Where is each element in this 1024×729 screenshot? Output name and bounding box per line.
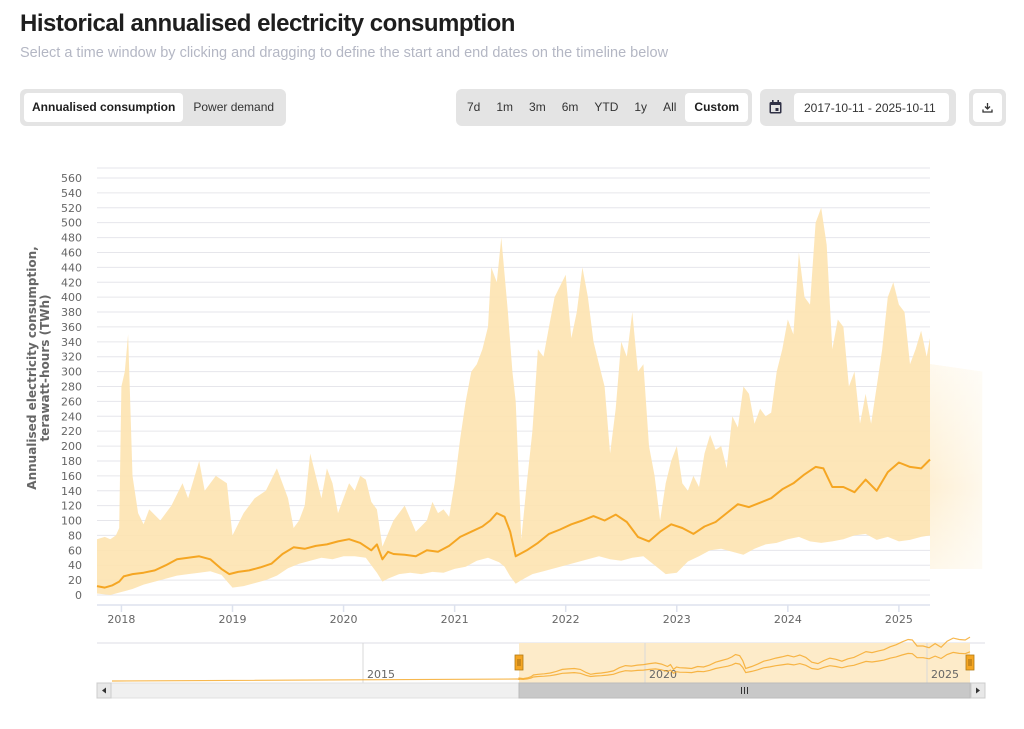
y-axis-label: Annualised electricity consumption, teraw… — [25, 246, 52, 489]
y-tick-label: 40 — [68, 559, 82, 572]
x-axis: 2018 2019 2020 2021 2022 2023 2024 2025 — [97, 604, 930, 626]
download-button[interactable] — [973, 93, 1002, 122]
x-tick-label: 2024 — [774, 613, 802, 626]
y-tick-label: 140 — [61, 485, 82, 498]
date-range-picker — [760, 89, 956, 126]
x-tick-label: 2020 — [330, 613, 358, 626]
y-axis-title-line: Annualised electricity consumption, — [25, 246, 39, 489]
y-tick-label: 440 — [61, 261, 82, 274]
y-tick-label: 380 — [61, 306, 82, 319]
range-all-button[interactable]: All — [663, 100, 677, 114]
y-tick-label: 160 — [61, 470, 82, 483]
uncertainty-band — [97, 207, 930, 596]
navigator-series-line — [111, 651, 971, 682]
y-tick-label: 80 — [68, 529, 82, 542]
view-toggle: Annualised consumption Power demand — [20, 89, 287, 126]
download-container — [969, 89, 1006, 126]
x-tick-label: 2019 — [219, 613, 247, 626]
y-tick-label: 240 — [61, 410, 82, 423]
estimate-line — [96, 458, 931, 589]
range-1y-button[interactable]: 1y — [634, 100, 648, 114]
range-6m-button[interactable]: 6m — [561, 100, 579, 114]
x-tick-label: 2022 — [552, 613, 580, 626]
y-tick-label: 280 — [61, 381, 82, 394]
y-tick-label: 180 — [61, 455, 82, 468]
y-tick-label: 540 — [61, 187, 82, 200]
navigator-tick-label: 2025 — [931, 668, 959, 681]
download-icon — [982, 103, 993, 113]
handle-body — [514, 654, 524, 671]
arrow-left-icon — [102, 687, 106, 694]
x-tick-label: 2018 — [107, 613, 135, 626]
y-tick-label: 300 — [61, 366, 82, 379]
y-tick-label: 60 — [68, 544, 82, 557]
x-tick-label: 2021 — [441, 613, 469, 626]
range-7d-button[interactable]: 7d — [467, 100, 481, 114]
handle-body — [965, 654, 975, 671]
y-tick-label: 500 — [61, 217, 82, 230]
page-title: Historical annualised electricity consum… — [20, 10, 515, 37]
range-1m-button[interactable]: 1m — [496, 100, 514, 114]
range-3m-button[interactable]: 3m — [529, 100, 546, 114]
y-tick-label: 420 — [61, 276, 82, 289]
navigator-tick-label: 2020 — [649, 668, 677, 681]
y-tick-label: 260 — [61, 395, 82, 408]
y-tick-label: 100 — [61, 515, 82, 528]
range-ytd-button[interactable]: YTD — [594, 100, 619, 114]
date-range-input[interactable] — [794, 93, 949, 122]
y-tick-label: 400 — [61, 291, 82, 304]
y-tick-label: 320 — [61, 351, 82, 364]
page-subtitle: Select a time window by clicking and dra… — [20, 45, 669, 61]
calendar-icon[interactable] — [769, 100, 782, 114]
arrow-right-icon — [976, 687, 980, 694]
range-custom-button[interactable]: Custom — [685, 93, 749, 122]
navigator-selected-range — [519, 643, 970, 683]
plot-area — [96, 207, 983, 596]
forecast-faded-band-overlay — [930, 364, 983, 569]
y-tick-label: 560 — [61, 172, 82, 185]
y-tick-label: 120 — [61, 500, 82, 513]
y-tick-label: 360 — [61, 321, 82, 334]
y-tick-label: 480 — [61, 232, 82, 245]
y-axis-title-line: terawatt-hours (TWh) — [38, 294, 52, 441]
y-tick-label: 520 — [61, 202, 82, 215]
y-tick-label: 0 — [75, 589, 82, 602]
x-tick-label: 2025 — [885, 613, 913, 626]
range-selector: 7d 1m 3m 6m YTD 1y All Custom — [456, 89, 753, 126]
navigator-series-upper-line — [518, 636, 971, 680]
y-tick-label: 20 — [68, 574, 82, 587]
view-power-demand-button[interactable]: Power demand — [193, 100, 275, 114]
x-tick-label: 2023 — [663, 613, 691, 626]
navigator-handle-left[interactable] — [514, 654, 524, 671]
navigator-tick-label: 2015 — [367, 668, 395, 681]
view-annualised-consumption-button[interactable]: Annualised consumption — [24, 93, 184, 122]
y-tick-label: 340 — [61, 336, 82, 349]
y-tick-label: 220 — [61, 425, 82, 438]
y-tick-label: 200 — [61, 440, 82, 453]
y-tick-label: 460 — [61, 246, 82, 259]
navigator: 2015 2020 2025 — [96, 636, 986, 699]
navigator-handle-right[interactable] — [965, 654, 975, 671]
